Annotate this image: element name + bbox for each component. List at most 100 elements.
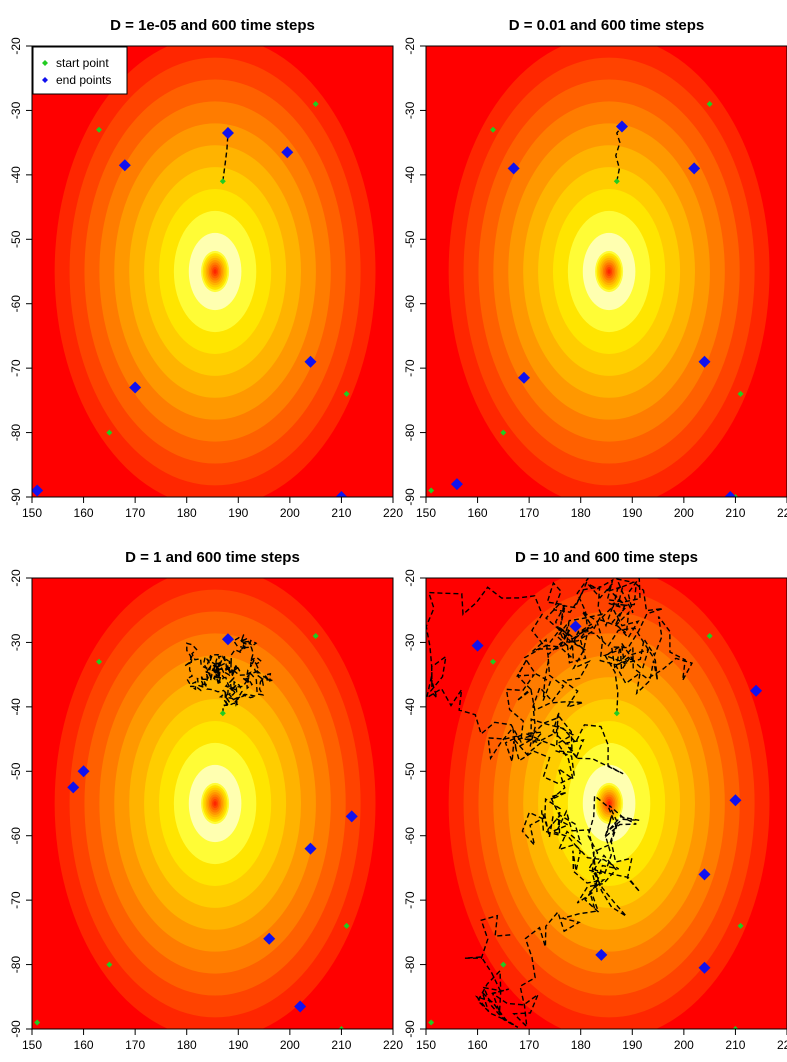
end-point-marker: [688, 162, 701, 175]
random-walk-path: [426, 578, 694, 1029]
start-point-marker: [500, 429, 507, 436]
y-tick-label: -60: [403, 295, 417, 313]
x-tick-label: 200: [280, 1038, 300, 1052]
y-tick-label: -80: [403, 956, 417, 974]
x-tick-label: 170: [519, 506, 539, 520]
y-tick-label: -80: [9, 424, 23, 442]
end-point-marker: [724, 491, 737, 497]
x-tick-label: 180: [177, 506, 197, 520]
x-tick-label: 170: [519, 1038, 539, 1052]
start-point-marker: [500, 961, 507, 968]
y-tick-label: -90: [9, 488, 23, 506]
end-point-marker: [294, 1000, 307, 1013]
x-tick-label: 210: [331, 1038, 351, 1052]
start-point-marker: [343, 390, 350, 397]
x-tick-label: 220: [383, 1038, 403, 1052]
start-point-marker: [706, 632, 713, 639]
x-tick-label: 200: [674, 1038, 694, 1052]
start-point-marker: [312, 632, 319, 639]
x-tick-label: 210: [331, 506, 351, 520]
end-point-marker: [118, 159, 131, 172]
panel-title: D = 10 and 600 time steps: [515, 549, 698, 566]
x-tick-label: 160: [468, 1038, 488, 1052]
end-point-marker: [221, 633, 234, 646]
y-tick-label: -50: [9, 762, 23, 780]
x-tick-label: 190: [228, 1038, 248, 1052]
y-tick-label: -50: [9, 230, 23, 248]
start-point-marker: [106, 429, 113, 436]
panel-title: D = 0.01 and 600 time steps: [509, 17, 705, 34]
end-point-marker: [569, 620, 582, 633]
heat-band: [607, 801, 611, 806]
heat-band: [213, 269, 217, 274]
start-point-marker: [490, 658, 497, 665]
start-point-marker: [732, 1026, 739, 1029]
y-tick-label: -40: [403, 166, 417, 184]
x-tick-label: 180: [177, 1038, 197, 1052]
x-tick-label: 180: [571, 506, 591, 520]
x-tick-label: 220: [777, 506, 787, 520]
legend-start-label: start point: [56, 56, 109, 70]
y-tick-label: -70: [403, 359, 417, 377]
trajectories: [615, 126, 623, 182]
panel-1: D = 1e-05 and 600 time steps 150 160 170 180…: [9, 17, 403, 520]
y-tick-label: -30: [403, 633, 417, 651]
heat-field: [426, 578, 787, 1029]
y-tick-label: -40: [403, 698, 417, 716]
x-tick-label: 220: [777, 1038, 787, 1052]
legend-end-marker: [42, 77, 48, 83]
x-tick-label: 160: [468, 506, 488, 520]
end-point-marker: [304, 842, 317, 855]
y-tick-label: -60: [9, 295, 23, 313]
legend-box: [32, 46, 128, 95]
heat-field: [426, 46, 787, 497]
end-point-marker: [304, 355, 317, 368]
start-point-marker: [428, 487, 435, 494]
heat-field: [32, 46, 393, 497]
x-tick-label: 150: [22, 1038, 42, 1052]
y-tick-label: -40: [9, 698, 23, 716]
start-point-marker: [490, 126, 497, 133]
x-tick-label: 190: [622, 1038, 642, 1052]
random-walk-path: [184, 634, 274, 714]
start-point-marker: [428, 1019, 435, 1026]
end-point-marker: [507, 162, 520, 175]
y-tick-label: -50: [403, 762, 417, 780]
plot-frame: [425, 577, 787, 1030]
heat-field: [32, 578, 393, 1029]
y-tick-label: -30: [403, 101, 417, 119]
end-point-marker: [221, 126, 234, 139]
panel-title: D = 1e-05 and 600 time steps: [110, 17, 315, 34]
x-tick-label: 190: [228, 506, 248, 520]
end-point-marker: [32, 484, 44, 497]
start-point-marker: [312, 100, 319, 107]
trajectories: [222, 132, 229, 182]
y-tick-label: -30: [9, 101, 23, 119]
y-tick-label: -90: [403, 488, 417, 506]
y-tick-label: -60: [9, 827, 23, 845]
y-tick-label: -20: [9, 37, 23, 55]
end-point-marker: [281, 146, 294, 159]
x-tick-label: 150: [416, 1038, 436, 1052]
end-point-marker: [729, 794, 742, 807]
plot-frame: [31, 577, 394, 1030]
start-point-marker: [96, 126, 103, 133]
x-tick-label: 170: [125, 506, 145, 520]
x-tick-label: 160: [74, 1038, 94, 1052]
x-tick-label: 210: [725, 1038, 745, 1052]
start-point-marker: [343, 922, 350, 929]
start-point-marker: [737, 922, 744, 929]
start-point-marker: [338, 1026, 345, 1029]
end-point-marker: [595, 948, 608, 961]
trajectories: [426, 578, 694, 1029]
x-tick-label: 160: [74, 506, 94, 520]
x-tick-label: 200: [674, 506, 694, 520]
y-tick-label: -20: [403, 569, 417, 587]
start-point-marker: [219, 178, 226, 185]
start-point-marker: [737, 390, 744, 397]
end-point-marker: [450, 478, 463, 491]
plot-frame: [31, 45, 394, 498]
end-point-marker: [345, 810, 358, 823]
legend: start point end points: [32, 46, 128, 95]
